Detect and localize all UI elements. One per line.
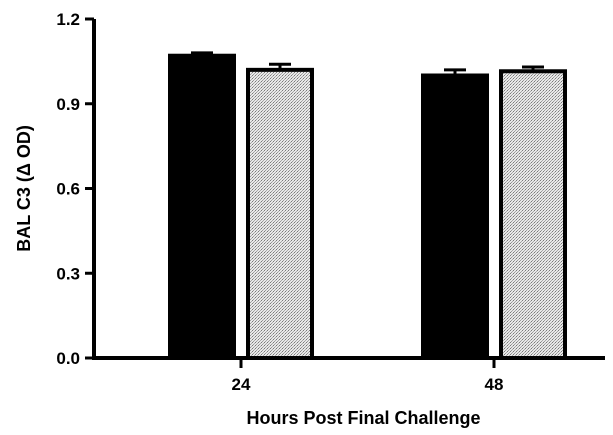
ticks-group: 0.0 0.3 0.6 0.9 1.2 24 48	[56, 10, 503, 394]
x-tick-label: 24	[232, 375, 251, 394]
x-axis-title: Hours Post Final Challenge	[246, 408, 480, 428]
bar-series-2-48	[499, 69, 567, 360]
y-tick-label: 0.9	[56, 95, 80, 114]
y-axis-title: BAL C3 (Δ OD)	[14, 125, 34, 252]
x-tick-label: 48	[485, 375, 504, 394]
y-tick-label: 1.2	[56, 10, 80, 29]
y-tick-label: 0.6	[56, 180, 80, 199]
bar-series-1-24	[168, 53, 236, 360]
bars-group	[168, 51, 567, 360]
y-tick-label: 0.3	[56, 264, 80, 283]
y-tick-label: 0.0	[56, 349, 80, 368]
bar-series-2-24	[246, 67, 314, 360]
bar-series-1-48	[421, 73, 489, 360]
